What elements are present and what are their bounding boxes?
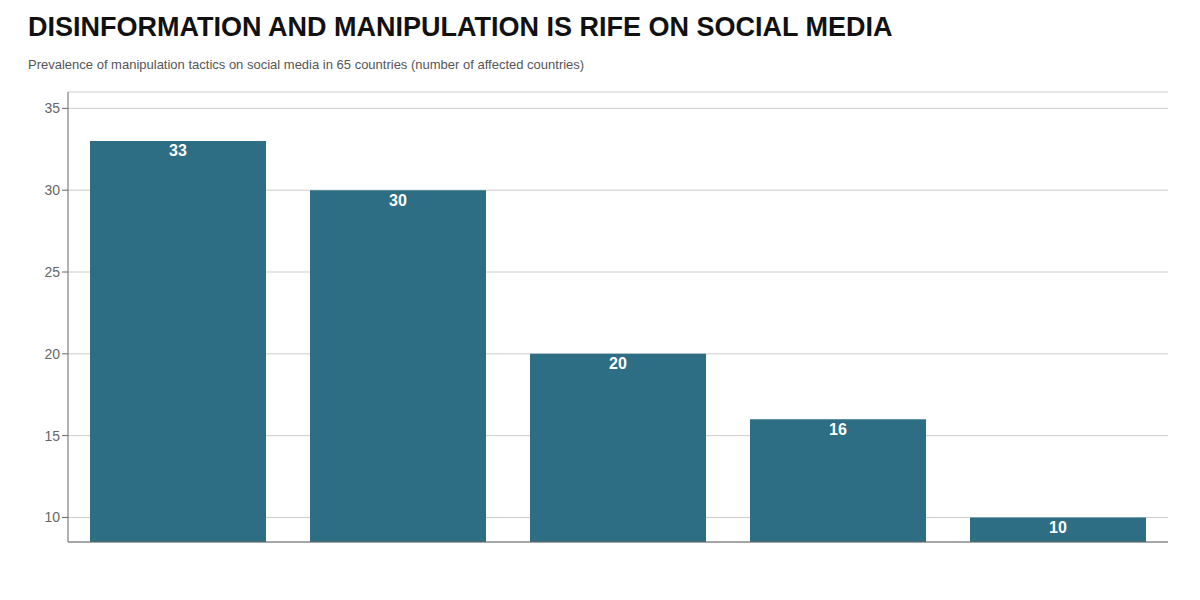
svg-text:33: 33 bbox=[169, 142, 187, 159]
html-text:DISINFORMATION AND MANIPULATIO: DISINFORMATION AND MANIPULATION IS RIFE … bbox=[28, 12, 893, 42]
svg-text:35: 35 bbox=[44, 100, 60, 116]
svg-text:10: 10 bbox=[1049, 519, 1067, 536]
svg-text:20: 20 bbox=[609, 355, 627, 372]
svg-text:30: 30 bbox=[389, 192, 407, 209]
html-text:Prevalence of manipulation tac: Prevalence of manipulation tactics on so… bbox=[28, 57, 585, 72]
svg-text:10: 10 bbox=[44, 509, 60, 525]
svg-text:25: 25 bbox=[44, 264, 60, 280]
svg-text:16: 16 bbox=[829, 421, 847, 438]
svg-text:20: 20 bbox=[44, 346, 60, 362]
svg-text:30: 30 bbox=[44, 182, 60, 198]
svg-text:15: 15 bbox=[44, 428, 60, 444]
